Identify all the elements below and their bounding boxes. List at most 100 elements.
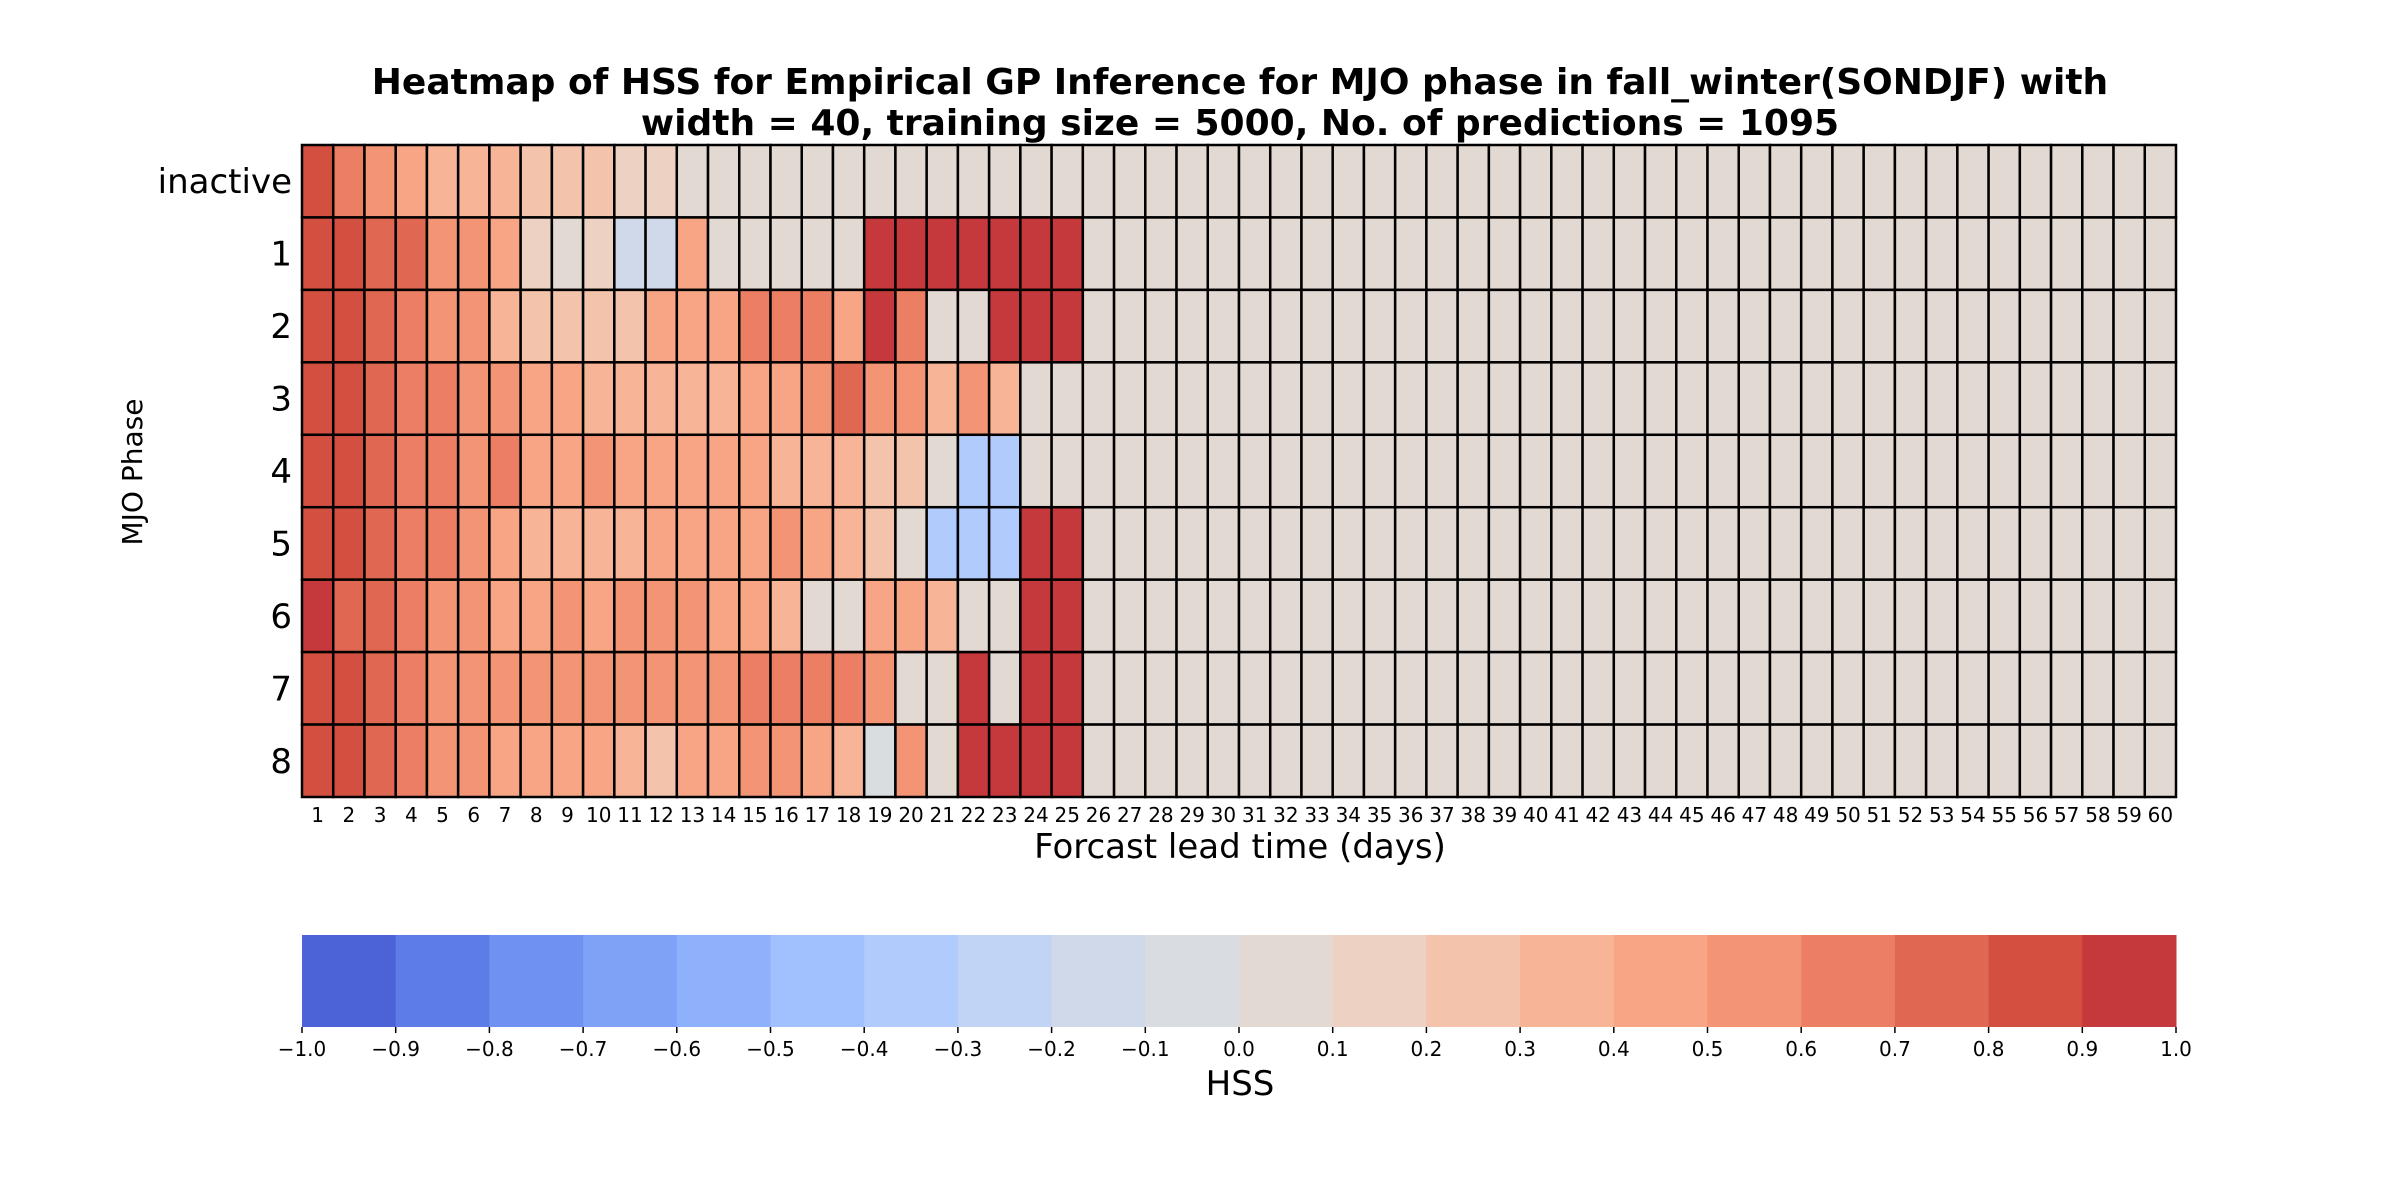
heatmap-cell (1456, 433, 1491, 509)
heatmap-cell (675, 361, 710, 437)
x-tick-label: 55 (1991, 803, 2016, 827)
heatmap-cell (1924, 505, 1959, 581)
heatmap-cell (1956, 288, 1990, 364)
heatmap-cell (706, 723, 741, 799)
heatmap-cell (1581, 650, 1616, 726)
heatmap-cell (2049, 723, 2084, 799)
heatmap-cell (2018, 288, 2053, 364)
heatmap-cell (862, 578, 897, 654)
heatmap-cell (519, 578, 554, 654)
x-tick-label: 37 (1429, 803, 1454, 827)
heatmap-cell (1924, 578, 1959, 654)
heatmap-cell (1706, 361, 1740, 437)
heatmap-cell (1737, 361, 1772, 437)
heatmap-cell (1612, 288, 1647, 364)
heatmap-cell (738, 216, 772, 292)
heatmap-cell (1331, 433, 1366, 509)
heatmap-cell (331, 288, 366, 364)
heatmap-cell (831, 433, 866, 509)
x-tick-label: 47 (1742, 803, 1767, 827)
colorbar-segment (2082, 935, 2177, 1027)
x-tick-label: 1 (311, 803, 324, 827)
heatmap-cell (581, 288, 616, 364)
heatmap-cell (1144, 361, 1178, 437)
heatmap-cell (425, 578, 460, 654)
heatmap-cell (519, 361, 554, 437)
heatmap-cell (1799, 505, 1834, 581)
heatmap-cell (1956, 578, 1990, 654)
heatmap-cell (2112, 578, 2147, 654)
heatmap-cell (1268, 578, 1303, 654)
heatmap-cell (519, 723, 554, 799)
heatmap-cell (675, 143, 710, 219)
heatmap-cell (1487, 361, 1522, 437)
heatmap-cell (2049, 578, 2084, 654)
heatmap-cell (800, 216, 835, 292)
heatmap-cell (738, 361, 772, 437)
heatmap-cell (706, 216, 741, 292)
heatmap-cell (1362, 723, 1397, 799)
x-tick-label: 11 (617, 803, 642, 827)
heatmap-cell (613, 216, 647, 292)
heatmap-cell (644, 505, 679, 581)
heatmap-cell (1050, 505, 1085, 581)
heatmap-cell (1893, 288, 1928, 364)
heatmap-cell (1425, 361, 1459, 437)
colorbar-segment (583, 935, 678, 1027)
heatmap-cell (1643, 216, 1678, 292)
heatmap-cell (1425, 216, 1459, 292)
heatmap-cell (894, 723, 928, 799)
heatmap-cell (1300, 578, 1334, 654)
heatmap-cell (488, 216, 522, 292)
heatmap-cell (1675, 288, 1709, 364)
heatmap-cell (1456, 361, 1491, 437)
colorbar-segment (1051, 935, 1146, 1027)
heatmap-cell (862, 723, 897, 799)
heatmap-cell (1612, 650, 1647, 726)
heatmap-cell (581, 650, 616, 726)
heatmap-cell (1425, 288, 1459, 364)
heatmap-cell (1206, 361, 1241, 437)
colorbar-tick-label: 0.7 (1879, 1037, 1911, 1061)
x-tick-label: 49 (1804, 803, 1829, 827)
heatmap-cell (1081, 216, 1116, 292)
heatmap-cell (675, 650, 710, 726)
heatmap-cell (831, 216, 866, 292)
heatmap-cell (1268, 143, 1303, 219)
colorbar-tick-label: −0.8 (465, 1037, 514, 1061)
heatmap-cell (1799, 650, 1834, 726)
heatmap-cell (831, 723, 866, 799)
x-tick-label: 21 (930, 803, 955, 827)
heatmap-cells (300, 143, 2178, 799)
heatmap-cell (1050, 143, 1085, 219)
heatmap-cell (1768, 723, 1803, 799)
heatmap-cell (644, 288, 679, 364)
heatmap-cell (1550, 650, 1584, 726)
heatmap-cell (1643, 288, 1678, 364)
heatmap-cell (800, 723, 835, 799)
heatmap-cell (2112, 723, 2147, 799)
heatmap-cell (2049, 216, 2084, 292)
heatmap-cell (1893, 578, 1928, 654)
heatmap-cell (1706, 578, 1740, 654)
heatmap-cell (1050, 361, 1085, 437)
heatmap-cell (800, 433, 835, 509)
heatmap-cell (1300, 650, 1334, 726)
heatmap-cell (425, 288, 460, 364)
heatmap-cell (1237, 288, 1272, 364)
heatmap-cell (894, 578, 928, 654)
heatmap-cell (1112, 288, 1147, 364)
heatmap-cell (1393, 433, 1428, 509)
heatmap-cell (1737, 433, 1772, 509)
heatmap-cell (894, 361, 928, 437)
heatmap-cell (1831, 288, 1865, 364)
x-tick-label: 39 (1492, 803, 1517, 827)
heatmap-cell (644, 650, 679, 726)
heatmap-cell (2143, 505, 2178, 581)
heatmap-cell (1050, 433, 1085, 509)
heatmap-cell (1643, 723, 1678, 799)
heatmap-cell (2018, 361, 2053, 437)
heatmap-cell (1206, 578, 1241, 654)
heatmap-cell (1425, 578, 1459, 654)
